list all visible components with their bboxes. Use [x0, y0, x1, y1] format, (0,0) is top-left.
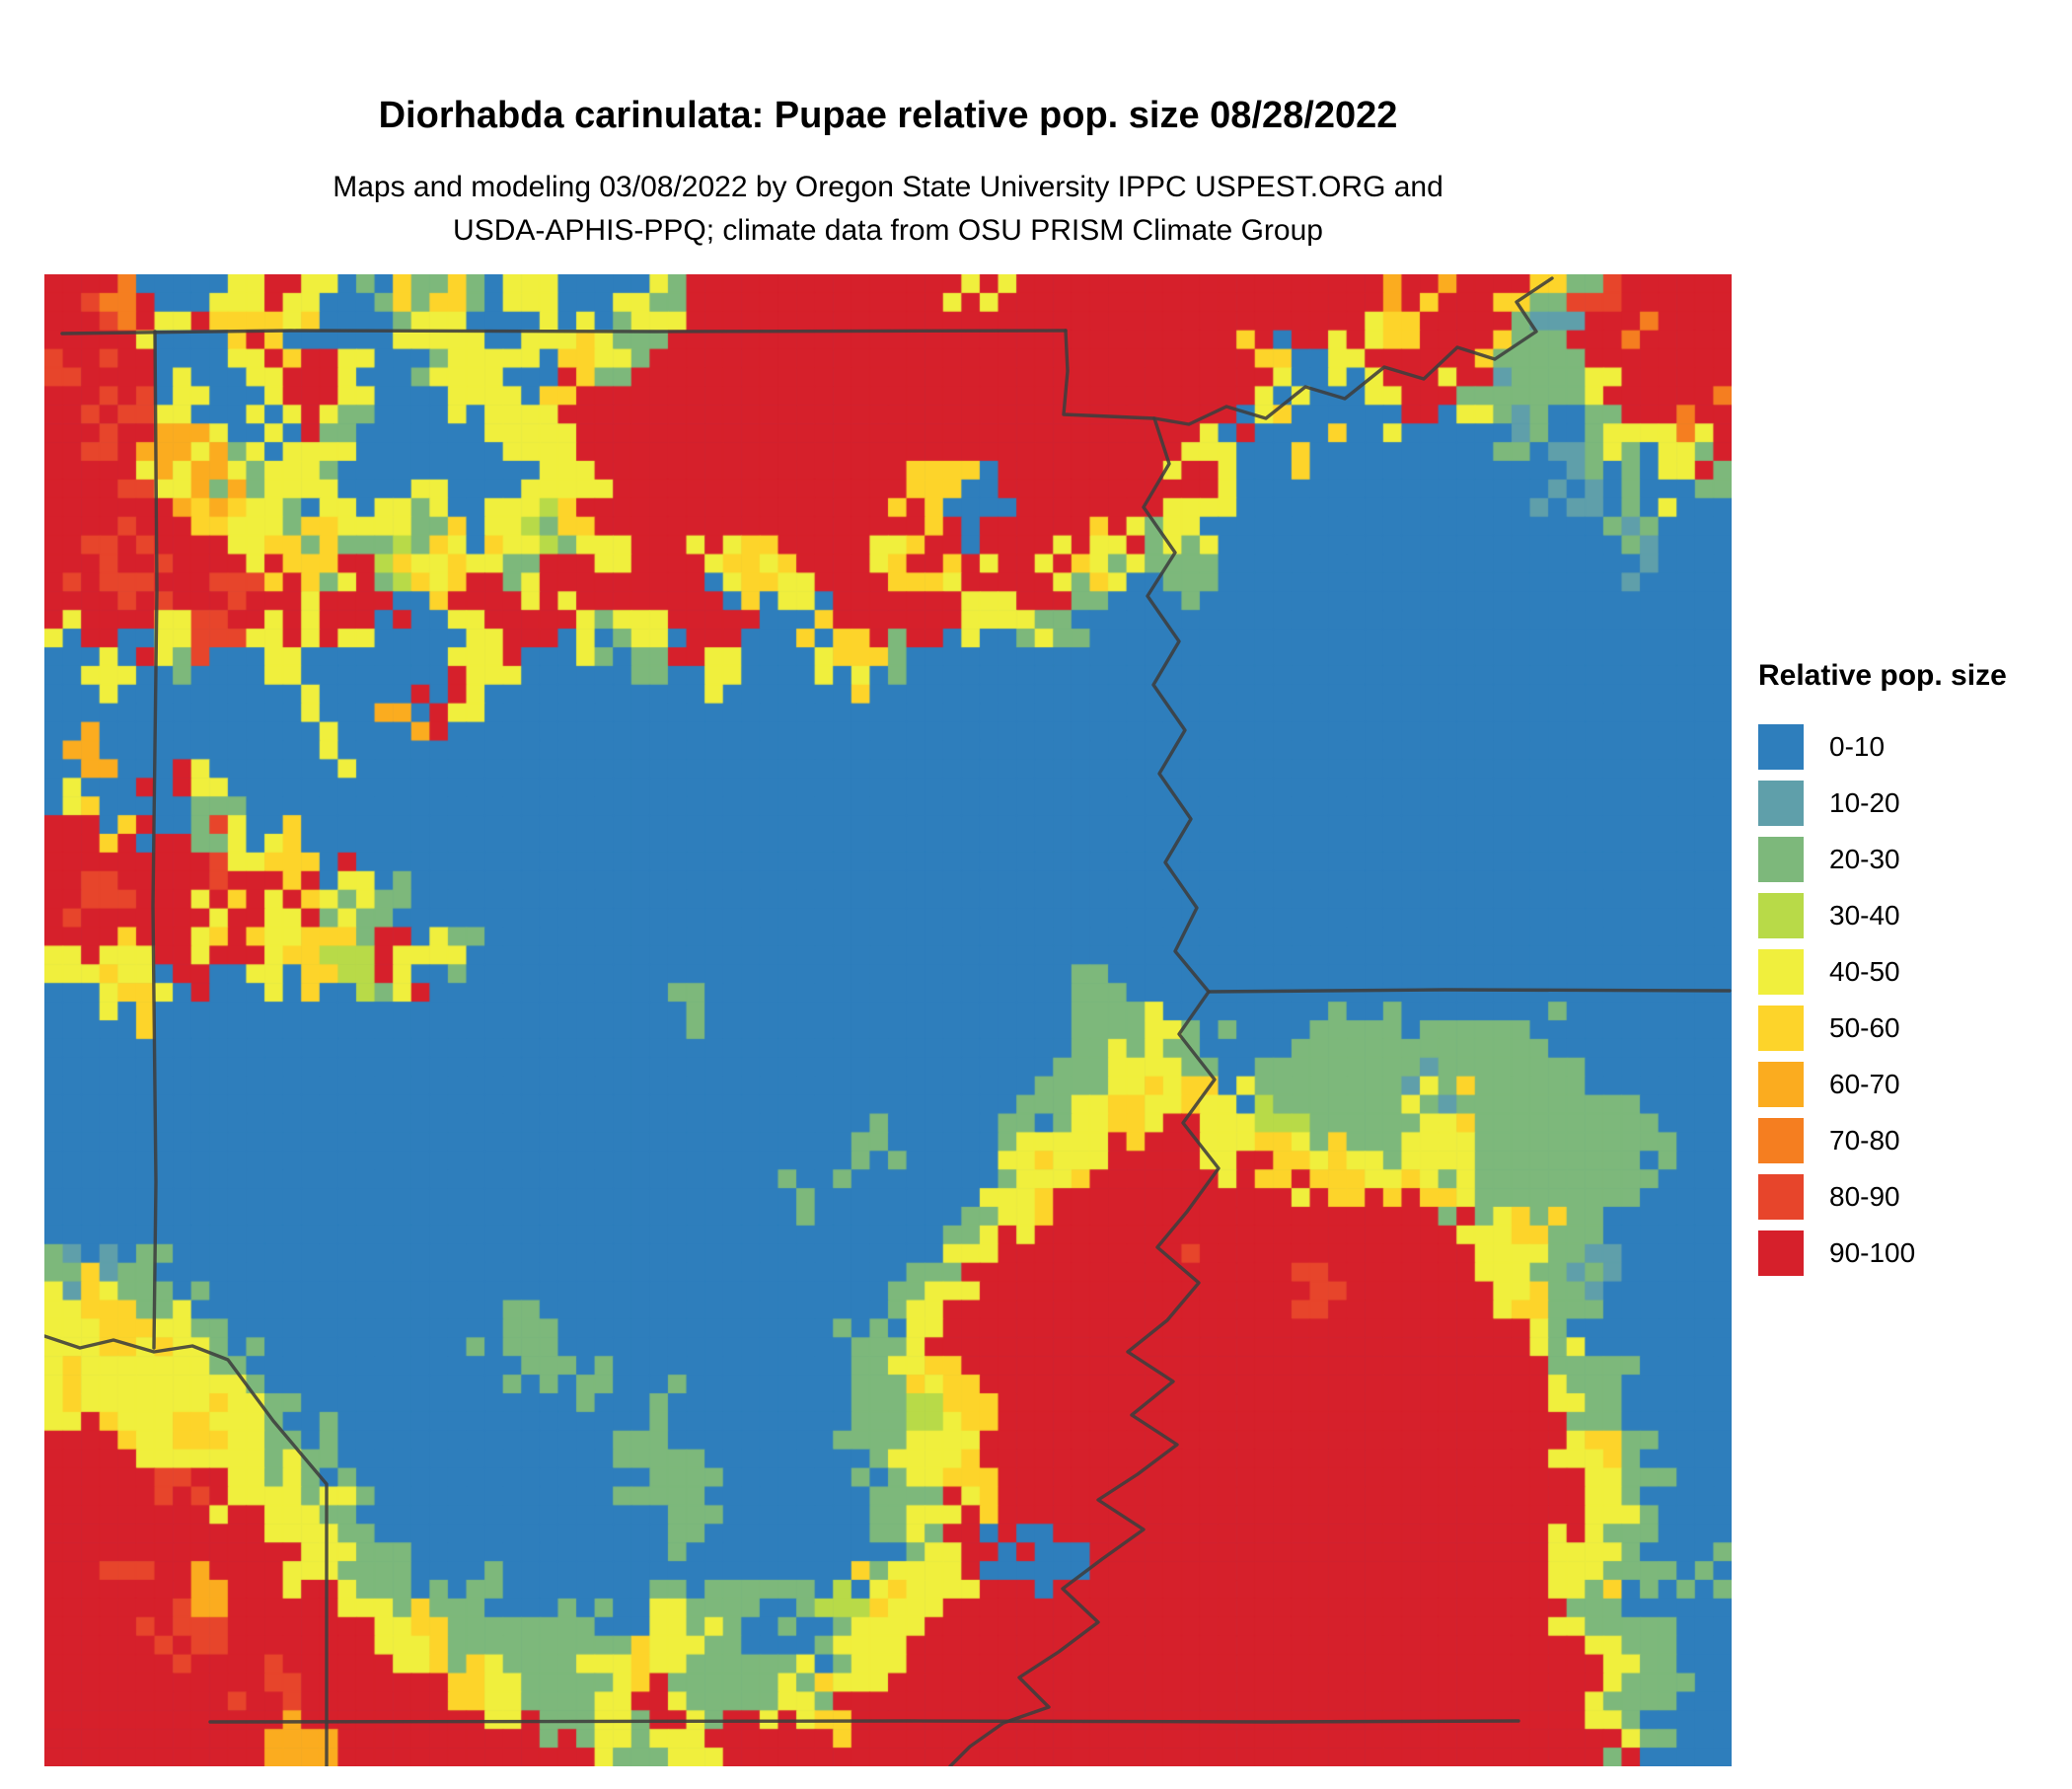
state-borders-overlay — [44, 276, 1732, 1766]
legend-entries: 0-10 10-20 20-30 30-40 40-50 50-60 60-70 70-80 8… — [1758, 718, 2064, 1281]
state-border-line — [1062, 329, 1156, 420]
legend-label: 20-30 — [1829, 843, 1900, 874]
legend-entry: 20-30 — [1758, 831, 2064, 887]
legend-color-swatch — [1758, 1117, 1804, 1163]
legend-color-swatch — [1758, 1230, 1804, 1276]
legend-entry: 40-50 — [1758, 943, 2064, 1000]
legend-color-swatch — [1758, 892, 1804, 938]
legend-label: 90-100 — [1829, 1236, 1916, 1268]
legend-color-swatch — [1758, 836, 1804, 882]
legend-entry: 30-40 — [1758, 887, 2064, 943]
subtitle-line-2: USDA-APHIS-PPQ; climate data from OSU PR… — [453, 214, 1323, 247]
figure-title: Diorhabda carinulata: Pupae relative pop… — [378, 95, 1398, 136]
state-border-line — [208, 1719, 1520, 1724]
state-border-line — [60, 329, 1068, 335]
legend-label: 30-40 — [1829, 899, 1900, 931]
legend-entry: 70-80 — [1758, 1112, 2064, 1168]
legend-color-swatch — [1758, 780, 1804, 826]
legend-color-swatch — [1758, 1173, 1804, 1220]
legend-color-swatch — [1758, 948, 1804, 995]
legend-label: 0-10 — [1829, 730, 1886, 762]
map-area — [44, 274, 1732, 1766]
state-border-line — [1207, 988, 1732, 994]
legend-label: 40-50 — [1829, 955, 1900, 987]
legend-entry: 10-20 — [1758, 775, 2064, 831]
legend-color-swatch — [1758, 1061, 1804, 1107]
legend-label: 70-80 — [1829, 1124, 1900, 1155]
legend-entry: 60-70 — [1758, 1056, 2064, 1112]
legend-label: 10-20 — [1829, 786, 1900, 818]
legend-entry: 80-90 — [1758, 1168, 2064, 1225]
subtitle-line-1: Maps and modeling 03/08/2022 by Oregon S… — [333, 171, 1443, 203]
legend-color-swatch — [1758, 1005, 1804, 1051]
legend-label: 50-60 — [1829, 1011, 1900, 1043]
legend-label: 60-70 — [1829, 1068, 1900, 1099]
state-border-line — [44, 1334, 329, 1766]
legend-title: Relative pop. size — [1758, 659, 2007, 692]
figure-subtitle: Maps and modeling 03/08/2022 by Oregon S… — [44, 166, 1732, 253]
legend-entry: 90-100 — [1758, 1225, 2064, 1281]
legend-label: 80-90 — [1829, 1180, 1900, 1212]
legend: Relative pop. size 0-10 10-20 20-30 30-40 40… — [1758, 659, 2064, 1281]
legend-color-swatch — [1758, 723, 1804, 770]
legend-entry: 0-10 — [1758, 718, 2064, 775]
state-border-line — [151, 330, 159, 1350]
legend-entry: 50-60 — [1758, 1000, 2064, 1056]
state-border-line — [948, 276, 1554, 1766]
